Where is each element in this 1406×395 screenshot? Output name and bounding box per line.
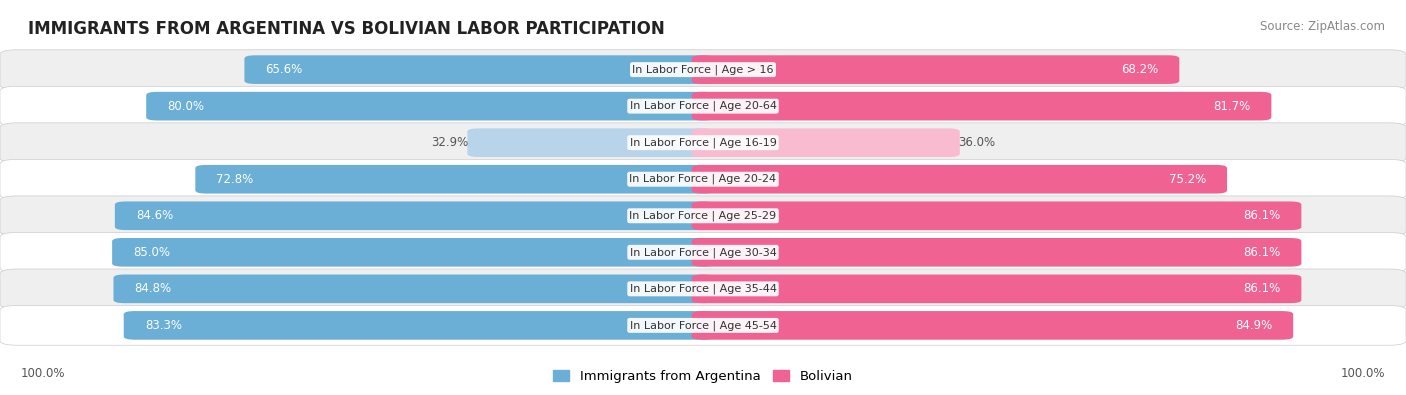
Text: 72.8%: 72.8% — [217, 173, 253, 186]
Text: 36.0%: 36.0% — [959, 136, 995, 149]
Text: 84.9%: 84.9% — [1234, 319, 1272, 332]
Text: 85.0%: 85.0% — [134, 246, 170, 259]
Text: 100.0%: 100.0% — [1340, 367, 1385, 380]
Text: 32.9%: 32.9% — [432, 136, 468, 149]
Text: In Labor Force | Age 25-29: In Labor Force | Age 25-29 — [630, 211, 776, 221]
Text: In Labor Force | Age 45-54: In Labor Force | Age 45-54 — [630, 320, 776, 331]
Text: 81.7%: 81.7% — [1213, 100, 1250, 113]
Legend: Immigrants from Argentina, Bolivian: Immigrants from Argentina, Bolivian — [548, 365, 858, 388]
Text: 84.6%: 84.6% — [136, 209, 173, 222]
Text: 86.1%: 86.1% — [1243, 246, 1281, 259]
Text: IMMIGRANTS FROM ARGENTINA VS BOLIVIAN LABOR PARTICIPATION: IMMIGRANTS FROM ARGENTINA VS BOLIVIAN LA… — [28, 20, 665, 38]
Text: 86.1%: 86.1% — [1243, 209, 1281, 222]
Text: In Labor Force | Age 30-34: In Labor Force | Age 30-34 — [630, 247, 776, 258]
Text: 65.6%: 65.6% — [266, 63, 302, 76]
Text: In Labor Force | Age 20-64: In Labor Force | Age 20-64 — [630, 101, 776, 111]
Text: 83.3%: 83.3% — [145, 319, 181, 332]
Text: 68.2%: 68.2% — [1121, 63, 1159, 76]
Text: 100.0%: 100.0% — [21, 367, 66, 380]
Text: 75.2%: 75.2% — [1168, 173, 1206, 186]
Text: In Labor Force | Age 35-44: In Labor Force | Age 35-44 — [630, 284, 776, 294]
Text: 84.8%: 84.8% — [135, 282, 172, 295]
Text: 80.0%: 80.0% — [167, 100, 204, 113]
Text: In Labor Force | Age > 16: In Labor Force | Age > 16 — [633, 64, 773, 75]
Text: 86.1%: 86.1% — [1243, 282, 1281, 295]
Text: In Labor Force | Age 16-19: In Labor Force | Age 16-19 — [630, 137, 776, 148]
Text: In Labor Force | Age 20-24: In Labor Force | Age 20-24 — [630, 174, 776, 184]
Text: Source: ZipAtlas.com: Source: ZipAtlas.com — [1260, 20, 1385, 33]
